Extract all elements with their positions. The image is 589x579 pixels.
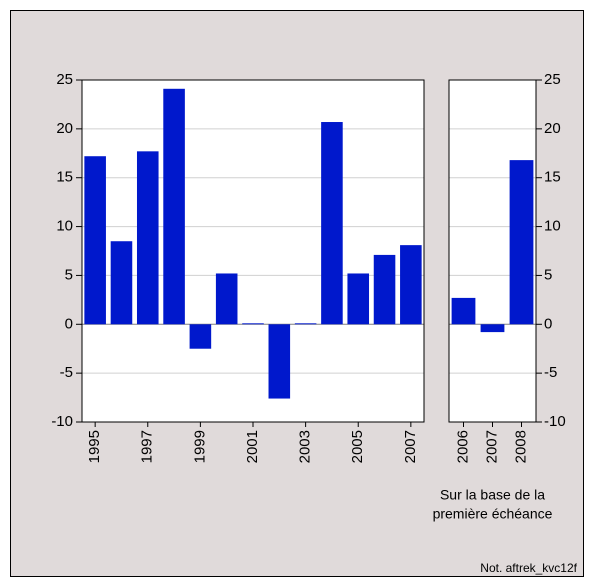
bar: [294, 323, 317, 325]
y-tick-label: 20: [544, 120, 561, 137]
x-tick-label: 2007: [402, 430, 419, 463]
annotation: première échéance: [433, 506, 553, 522]
y-tick-label: 0: [544, 315, 552, 332]
y-tick-label: 0: [65, 315, 73, 332]
y-tick-label: -10: [544, 413, 566, 430]
bar: [110, 241, 133, 325]
x-tick-label: 1997: [139, 430, 156, 463]
bar: [136, 151, 159, 325]
y-tick-label: -5: [60, 364, 73, 381]
x-tick-label: 2008: [512, 430, 529, 463]
x-tick-label: 2006: [454, 430, 471, 463]
plot-area: [82, 80, 424, 422]
y-tick-label: 15: [56, 169, 73, 186]
y-tick-label: 15: [544, 169, 561, 186]
x-tick-label: 1999: [191, 430, 208, 463]
x-tick-label: 2005: [349, 430, 366, 463]
y-tick-label: 10: [56, 218, 73, 235]
bar: [268, 324, 291, 399]
x-tick-label: 2007: [483, 430, 500, 463]
y-tick-label: 25: [544, 71, 561, 88]
bar: [451, 297, 476, 325]
y-tick-label: 5: [544, 266, 552, 283]
y-tick-label: 10: [544, 218, 561, 235]
bar: [189, 324, 212, 349]
bar: [347, 273, 370, 325]
bar: [215, 273, 238, 325]
bar: [242, 323, 264, 325]
y-tick-label: 5: [65, 266, 73, 283]
x-tick-label: 1995: [86, 430, 103, 463]
y-tick-label: 20: [56, 120, 73, 137]
y-tick-label: 25: [56, 71, 73, 88]
x-tick-label: 2003: [297, 430, 314, 463]
annotation: Sur la base de la: [440, 487, 545, 503]
plot-border: [81, 79, 425, 423]
bar: [509, 160, 534, 325]
bar: [321, 122, 343, 325]
plot-border: [448, 79, 537, 423]
x-tick-label: 2001: [244, 430, 261, 463]
bar: [480, 324, 505, 333]
bar: [400, 245, 422, 325]
bar: [163, 88, 185, 325]
footer: Not. aftrek_kvc12f: [480, 561, 577, 575]
bar: [373, 254, 396, 325]
bar: [84, 156, 106, 325]
y-tick-label: -10: [51, 413, 73, 430]
y-tick-label: -5: [544, 364, 557, 381]
